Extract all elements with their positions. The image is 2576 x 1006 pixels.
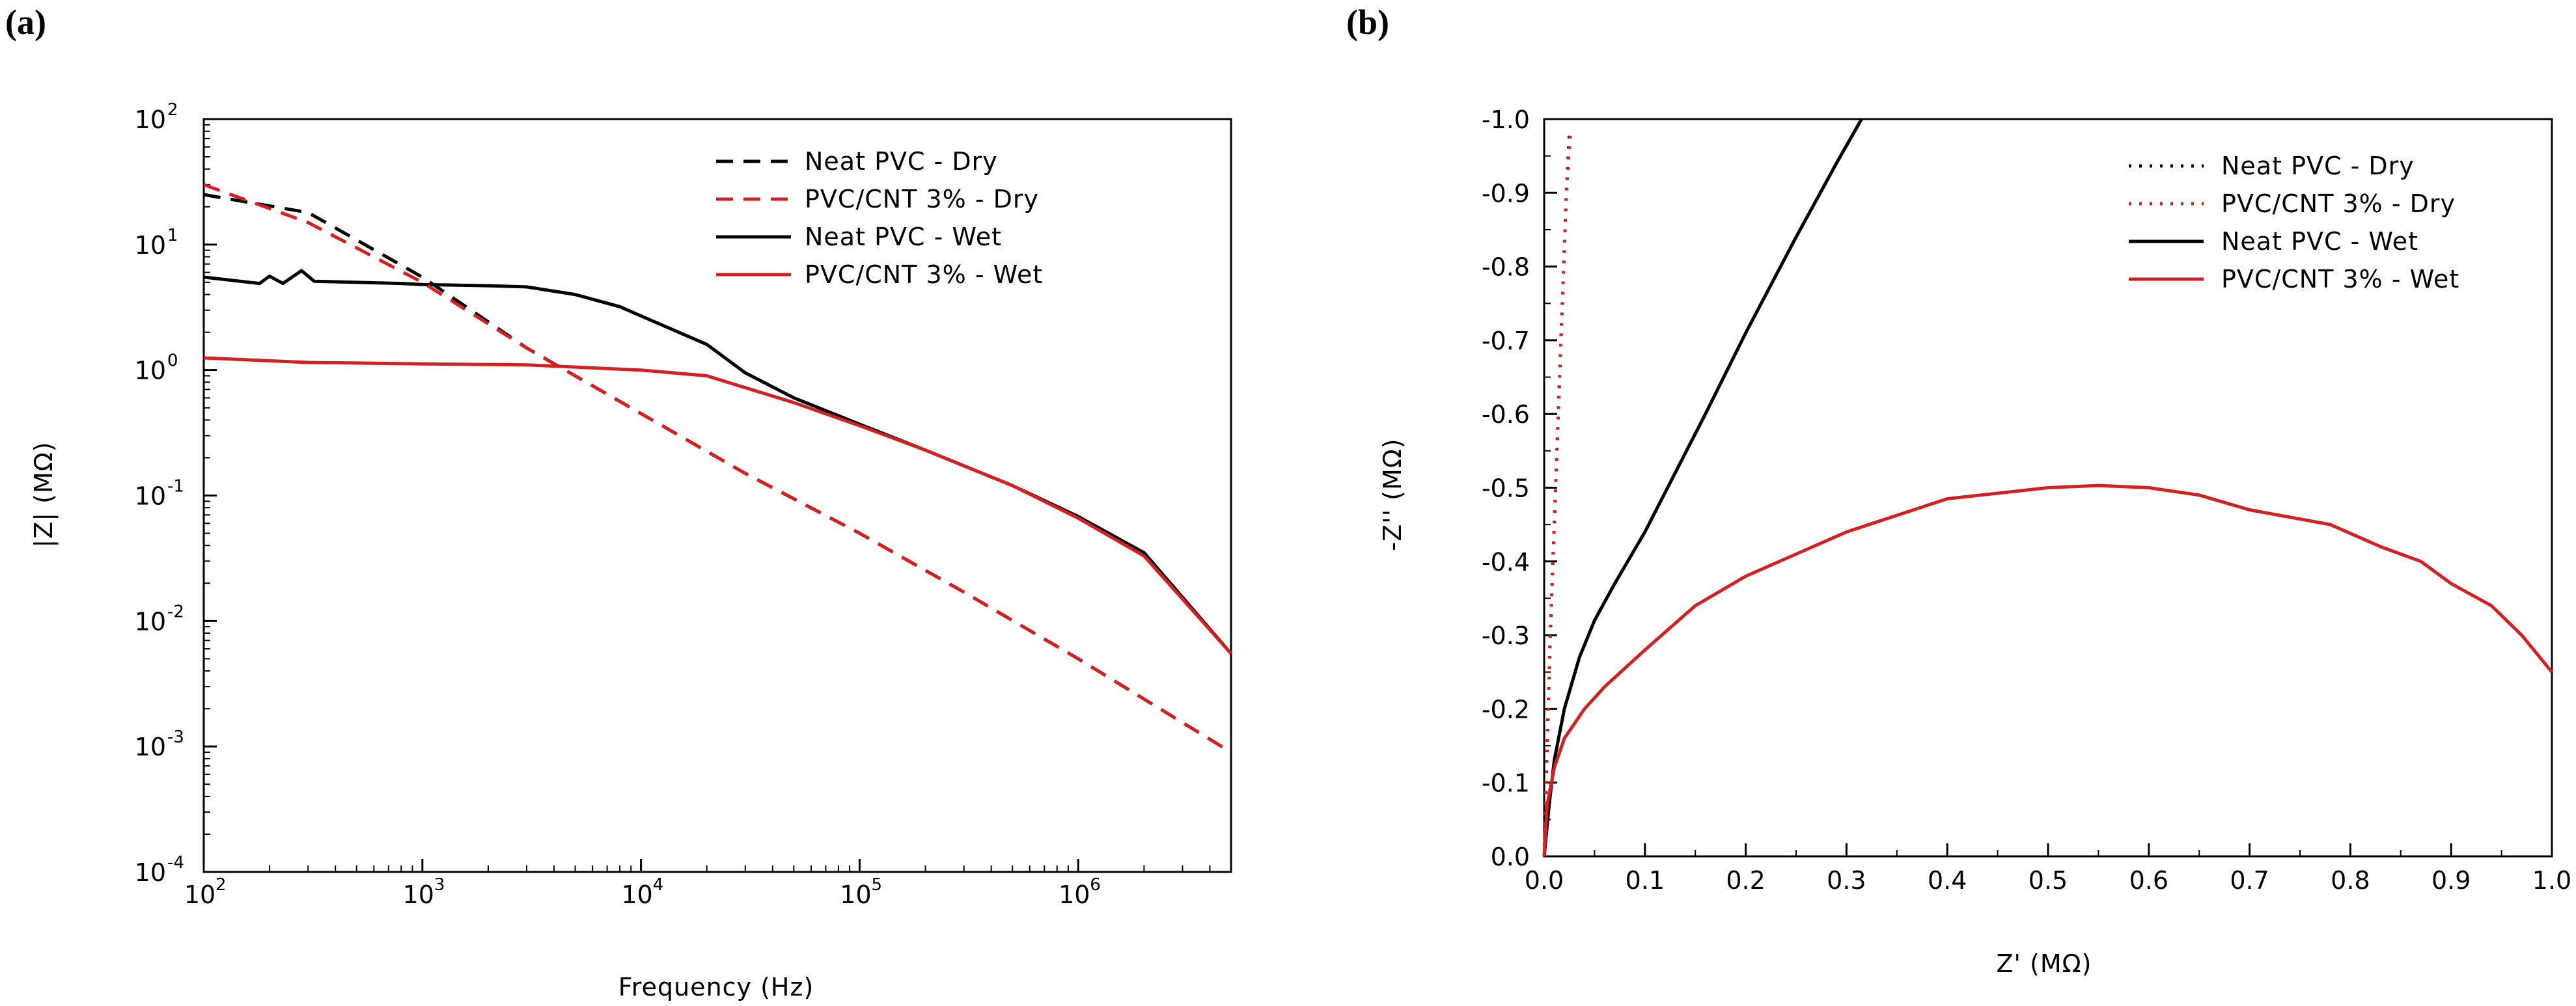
x-tick-label-b: 0.9 — [2431, 866, 2471, 895]
x-tick-exponent-a: 2 — [215, 875, 227, 895]
y-tick-label-a: 10 — [135, 482, 166, 511]
y-tick-label-b: -0.5 — [1482, 474, 1530, 503]
y-tick-label-b: -0.3 — [1482, 621, 1530, 650]
legend-label-a: PVC/CNT 3% - Wet — [805, 260, 1043, 289]
series-group-b — [1542, 118, 2553, 857]
y-tick-label-a: 10 — [135, 607, 166, 636]
y-tick-label-b: -0.7 — [1482, 327, 1530, 355]
series-line-b — [1542, 133, 1572, 857]
y-tick-exponent-a: -2 — [167, 602, 184, 621]
panel-a-label: (a) — [5, 3, 46, 42]
series-group-a — [203, 183, 1232, 754]
x-axis-title-b: Z' (MΩ) — [1996, 949, 2092, 978]
x-tick-label-b: 0.2 — [1726, 866, 1765, 895]
y-tick-label-a: 10 — [135, 231, 166, 260]
x-tick-exponent-a: 4 — [653, 875, 664, 895]
x-tick-label-b: 1.0 — [2532, 866, 2571, 895]
y-tick-label-b: -0.1 — [1482, 769, 1530, 798]
x-tick-label-b: 0.0 — [1525, 866, 1564, 895]
y-axis-ticks-b: 0.0 -0.1 -0.2 -0.3 -0.4 -0.5 -0.6 -0.7 -0.8 -0.9 -… — [1482, 105, 1557, 871]
y-tick-exponent-a: -1 — [167, 477, 184, 496]
x-axis-title-a: Frequency (Hz) — [618, 973, 814, 1001]
series-line-a — [203, 356, 1232, 655]
y-tick-label-b: -0.4 — [1482, 548, 1530, 577]
y-tick-label-a: 10 — [135, 357, 166, 385]
x-axis-ticks-a: 10 2 10 3 10 4 10 5 10 6 — [184, 859, 1232, 909]
y-tick-label-b: -0.9 — [1482, 179, 1530, 208]
y-tick-label-a: 10 — [135, 105, 166, 134]
panel-b: (b) 0.0 0.1 0.2 0.3 0.4 0.5 0.6 0.7 0.8 0.9 1.0 0.… — [1346, 3, 2571, 978]
x-tick-label-b: 0.7 — [2230, 866, 2269, 895]
series-line-a — [203, 193, 1232, 754]
y-tick-exponent-a: -3 — [167, 727, 184, 747]
y-axis-title-a: |Z| (MΩ) — [29, 441, 59, 547]
x-tick-label-b: 0.5 — [2029, 866, 2068, 895]
y-tick-label-a: 10 — [135, 733, 166, 761]
y-tick-exponent-a: -4 — [167, 853, 184, 873]
series-line-a — [203, 183, 1232, 754]
y-tick-label-b: -0.2 — [1482, 695, 1530, 724]
x-tick-label-b: 0.3 — [1827, 866, 1866, 895]
y-tick-label-a: 10 — [135, 858, 166, 887]
x-axis-ticks-b: 0.0 0.1 0.2 0.3 0.4 0.5 0.6 0.7 0.8 0.9 1.0 — [1525, 843, 2571, 895]
x-tick-label-a: 10 — [1059, 880, 1090, 909]
x-tick-label-b: 0.6 — [2129, 866, 2168, 895]
y-tick-label-b: 0.0 — [1491, 843, 1530, 871]
x-tick-label-b: 0.8 — [2331, 866, 2370, 895]
x-tick-label-a: 10 — [621, 880, 652, 909]
y-tick-exponent-a: 0 — [167, 351, 178, 371]
x-tick-exponent-a: 3 — [434, 875, 445, 895]
plot-a-frame — [202, 118, 1232, 873]
legend-label-a: Neat PVC - Wet — [805, 223, 1002, 251]
x-tick-label-b: 0.1 — [1626, 866, 1665, 895]
legend-label-b: Neat PVC - Dry — [2221, 152, 2415, 180]
y-tick-label-b: -0.6 — [1482, 400, 1530, 429]
y-tick-exponent-a: 1 — [167, 226, 178, 245]
y-axis-title-b: -Z'' (MΩ) — [1378, 438, 1407, 551]
legend-label-a: Neat PVC - Dry — [805, 147, 998, 176]
legend-a: Neat PVC - Dry PVC/CNT 3% - Dry Neat PVC -… — [716, 147, 1043, 289]
x-tick-exponent-a: 5 — [871, 875, 882, 895]
x-tick-label-b: 0.4 — [1928, 866, 1967, 895]
x-tick-label-a: 10 — [840, 880, 871, 909]
legend-label-b: PVC/CNT 3% - Dry — [2221, 189, 2456, 218]
x-tick-exponent-a: 6 — [1090, 875, 1101, 895]
y-tick-exponent-a: 2 — [167, 100, 178, 120]
y-tick-label-b: -0.8 — [1482, 253, 1530, 282]
legend-label-b: PVC/CNT 3% - Wet — [2221, 265, 2459, 293]
panel-b-label: (b) — [1346, 3, 1389, 42]
legend-label-a: PVC/CNT 3% - Dry — [805, 185, 1039, 213]
series-line-b — [1542, 483, 2553, 857]
series-line-b — [1542, 118, 1863, 857]
legend-label-b: Neat PVC - Wet — [2221, 227, 2418, 256]
series-line-a — [203, 269, 1232, 655]
legend-b: Neat PVC - Dry PVC/CNT 3% - Dry Neat PVC -… — [2129, 152, 2459, 293]
y-tick-label-b: -1.0 — [1482, 105, 1530, 134]
x-tick-label-a: 10 — [184, 880, 215, 909]
x-tick-label-a: 10 — [403, 880, 434, 909]
